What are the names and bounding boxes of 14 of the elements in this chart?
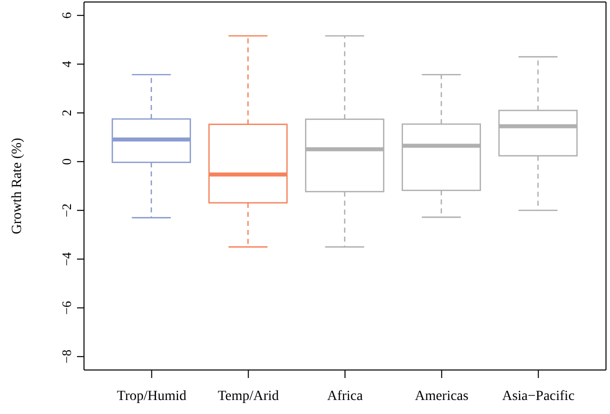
y-tick-label: 4 (59, 60, 74, 68)
x-tick-label: Africa (327, 388, 364, 404)
y-tick-label: −4 (59, 252, 74, 266)
y-tick-label: −6 (59, 300, 74, 315)
x-tick-label: Americas (414, 388, 468, 404)
x-tick-label: Asia−Pacific (502, 388, 575, 404)
y-tick-label: −8 (59, 350, 74, 364)
x-tick-label: Temp/Arid (218, 388, 279, 404)
y-tick-label: 2 (59, 110, 74, 116)
x-tick-label: Trop/Humid (116, 388, 186, 404)
y-axis-title: Growth Rate (%) (10, 137, 25, 234)
y-tick-label: −2 (59, 203, 74, 218)
y-tick-label: 0 (59, 158, 74, 165)
y-tick-label: 6 (59, 12, 74, 19)
